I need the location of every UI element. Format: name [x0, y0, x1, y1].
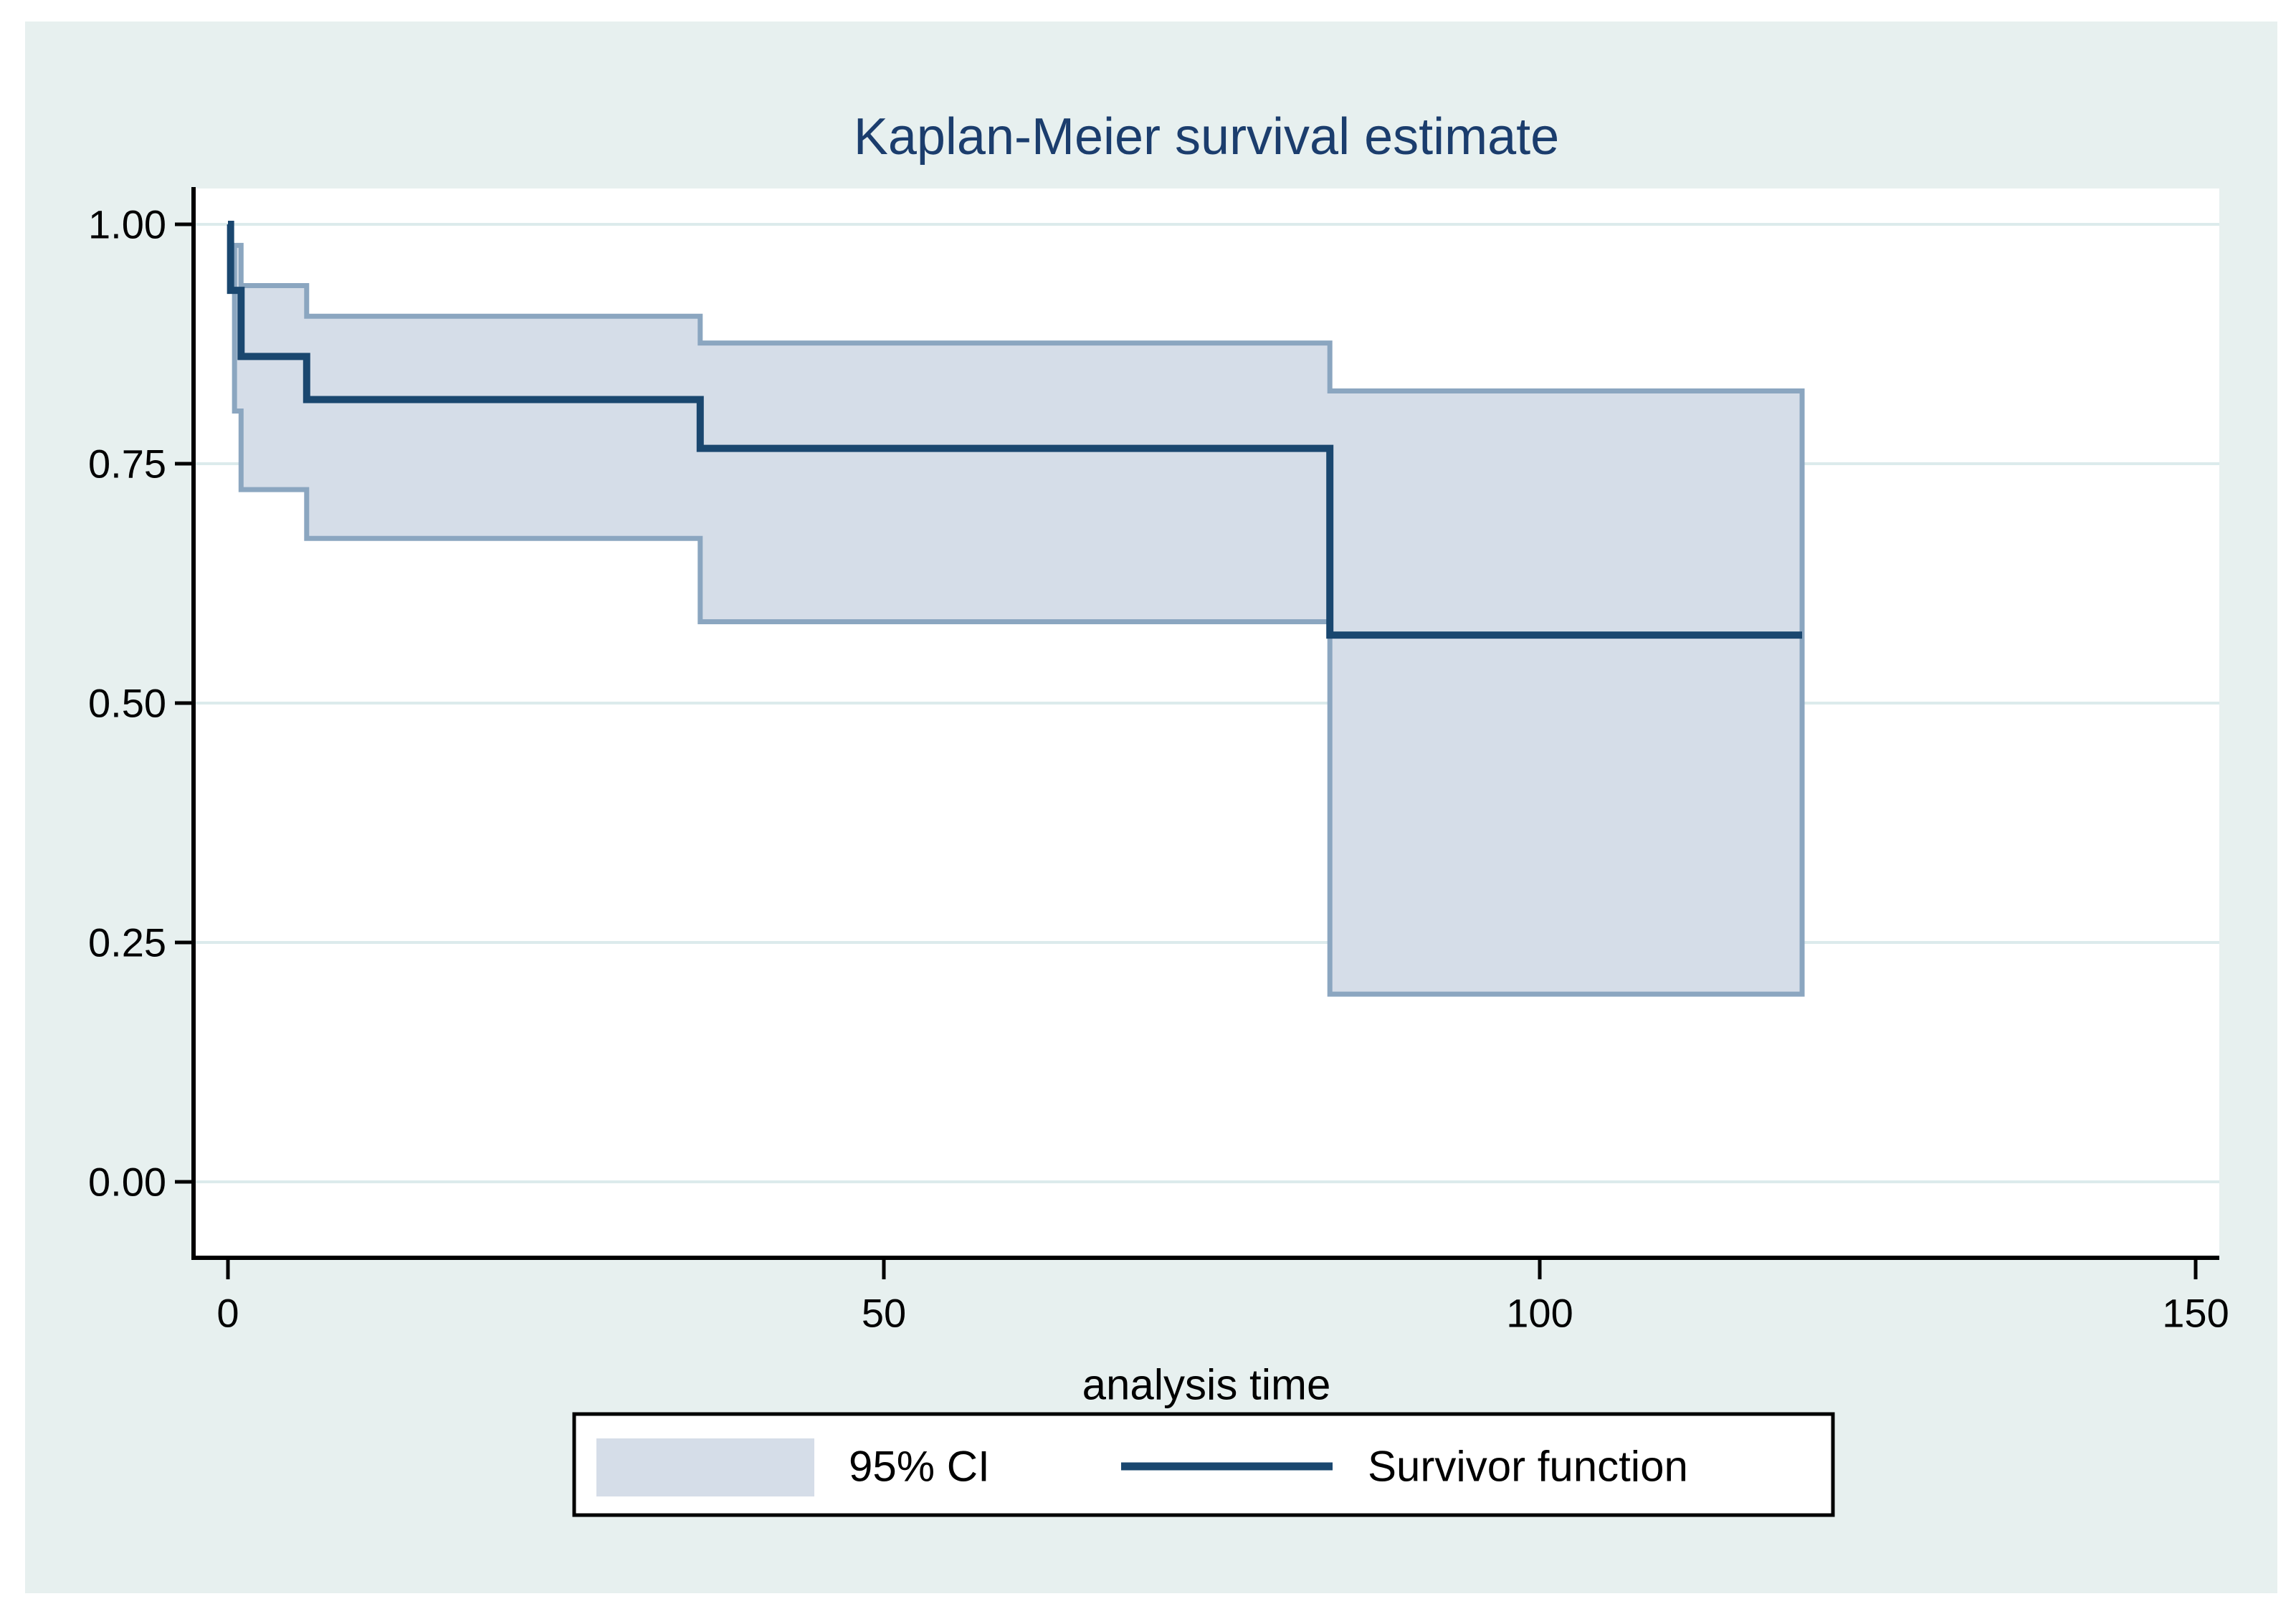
- legend-ci-swatch: [596, 1438, 814, 1496]
- gridlines: [195, 223, 2219, 1183]
- y-tick-label: 1.00: [88, 202, 166, 247]
- y-tick-label: 0.00: [88, 1160, 166, 1205]
- legend-ci-label: 95% CI: [849, 1443, 990, 1491]
- ci-band-area: [232, 242, 1805, 997]
- x-axis-ticks: 0 50 100 150: [216, 1259, 2229, 1336]
- x-axis-label: analysis time: [1082, 1361, 1331, 1409]
- x-tick-label: 0: [216, 1291, 239, 1336]
- y-axis-ticks: 1.00 0.75 0.50 0.25 0.00: [88, 202, 194, 1205]
- x-tick-label: 150: [2162, 1291, 2229, 1336]
- legend: 95% CI Survivor function: [572, 1412, 1835, 1517]
- x-tick-label: 100: [1506, 1291, 1573, 1336]
- x-tick-label: 50: [862, 1291, 906, 1336]
- chart-title: Kaplan-Meier survival estimate: [854, 108, 1559, 166]
- y-tick-label: 0.75: [88, 441, 166, 487]
- legend-line-label: Survivor function: [1368, 1443, 1688, 1491]
- y-tick-label: 0.25: [88, 920, 166, 965]
- survivor-step-line: [227, 221, 1802, 639]
- y-tick-label: 0.50: [88, 681, 166, 726]
